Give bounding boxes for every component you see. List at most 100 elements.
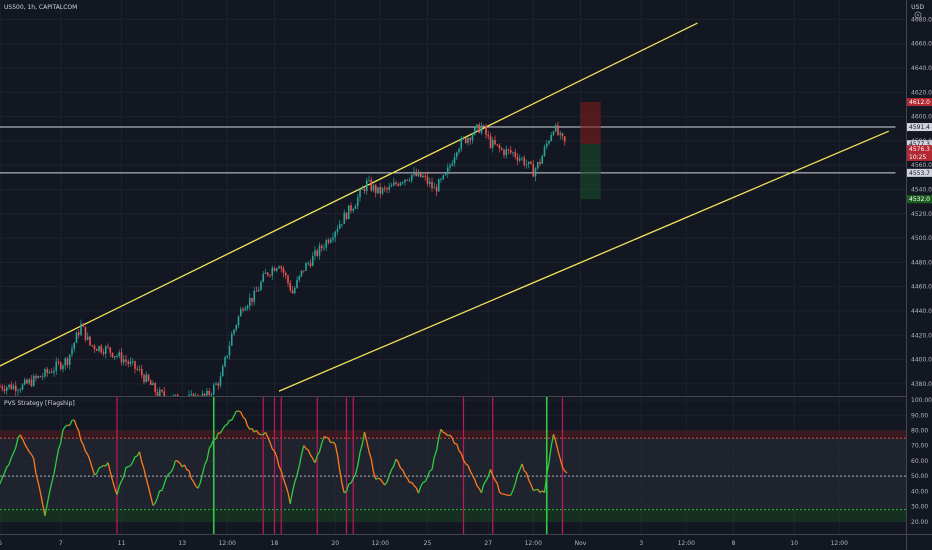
price-label-box	[907, 123, 932, 132]
oscillator-axis[interactable]: 100.00 90.00 80.00 70.00 60.00 50.00 40.00 30.0…	[911, 397, 932, 526]
candle-body	[260, 281, 262, 290]
candle-body	[217, 383, 220, 386]
candle-body	[219, 376, 222, 386]
candle-body	[487, 134, 490, 137]
take-profit-zone[interactable]	[580, 144, 601, 200]
short-position-tool[interactable]	[580, 102, 601, 200]
oscillator-segment	[533, 489, 536, 492]
candle-body	[514, 152, 517, 157]
candle-body	[334, 231, 337, 238]
candle-body	[433, 187, 436, 189]
trend-line[interactable]	[278, 130, 890, 392]
candle-body	[428, 181, 431, 184]
candle-body	[95, 349, 98, 351]
time-axis[interactable]: 6 7 11 13 12:00 18 20 12:00 25 27 12:00 Nov 3 12:00 8 1…	[0, 540, 848, 547]
candle-body	[401, 182, 404, 184]
candle-body	[152, 383, 154, 386]
trend-line[interactable]	[0, 22, 698, 368]
candle-body	[64, 358, 67, 366]
oscillator-segment	[386, 475, 390, 483]
indicator-title[interactable]: PVS Strategy [Flagship]	[4, 400, 75, 407]
candle-body	[507, 149, 510, 151]
candle-body	[440, 179, 442, 180]
oscillator-segment	[456, 443, 460, 451]
candle-body	[5, 387, 8, 391]
price-label-box	[907, 98, 932, 107]
price-label: 4532.0	[909, 196, 930, 203]
candle-body	[361, 188, 364, 190]
candle-body	[462, 138, 465, 139]
candle-body	[98, 346, 100, 351]
oscillator-segment	[271, 448, 275, 452]
candle-body	[521, 157, 523, 159]
candle-body	[431, 181, 433, 189]
candle-body	[28, 379, 31, 384]
candle-body	[518, 158, 521, 161]
candle-body	[86, 336, 89, 340]
time-tick-label: Nov	[575, 540, 587, 547]
candle-body	[3, 389, 6, 391]
oscillator-segment	[170, 467, 174, 473]
oscillator-segment	[379, 478, 384, 483]
candle-body	[228, 345, 231, 356]
oscillator-segment	[62, 426, 66, 431]
oscillator-segment	[84, 450, 89, 455]
oscillator-background	[0, 430, 906, 522]
candle-body	[552, 131, 555, 135]
candle-body	[327, 240, 330, 243]
oscillator-segment	[537, 488, 541, 493]
oscillator-segment	[426, 470, 431, 477]
oscillator-segment	[296, 465, 300, 476]
candle-body	[0, 386, 1, 388]
currency-label[interactable]: USD	[911, 4, 924, 11]
candle-body	[548, 140, 550, 144]
oscillator-segment	[125, 466, 129, 469]
candle-body	[422, 175, 424, 178]
oscillator-segment	[309, 454, 314, 459]
oscillator-band	[0, 438, 906, 510]
candle-body	[282, 268, 285, 273]
oscillator-segment	[321, 436, 325, 444]
trendlines[interactable]	[0, 22, 896, 392]
oscillator-segment	[395, 458, 399, 463]
oscillator-segment	[543, 474, 548, 493]
candle-body	[467, 137, 469, 143]
candle-body	[188, 395, 190, 396]
oscillator-segment	[345, 483, 350, 492]
candle-body	[116, 356, 118, 357]
oscillator-segment	[132, 456, 136, 463]
oscillator-segment	[264, 432, 269, 438]
candle-body	[102, 352, 105, 354]
candle-body	[453, 157, 456, 164]
oscillator-segment	[429, 469, 433, 472]
oscillator-segment	[10, 452, 15, 459]
oscillator-segment	[145, 478, 150, 488]
oscillator-segment	[163, 477, 168, 485]
oscillator-segment	[294, 474, 298, 483]
oscillator-segment	[233, 410, 237, 417]
oscillator-segment	[44, 503, 48, 516]
time-tick-label: 10	[790, 540, 798, 547]
settings-icon[interactable]	[914, 11, 922, 19]
oscillator-segment	[480, 483, 485, 493]
candle-body	[356, 197, 359, 207]
stop-loss-zone[interactable]	[580, 102, 601, 145]
signal-lines	[116, 397, 564, 534]
oscillator-segment	[55, 449, 60, 462]
price-tick-label: 4520.0	[911, 211, 932, 218]
oscillator-segment	[154, 497, 159, 504]
candle-body	[134, 361, 136, 369]
price-axis[interactable]: 4680.04660.04640.04620.04600.04580.04560…	[907, 16, 932, 388]
candle-body	[539, 161, 541, 164]
oscillator-segment	[285, 485, 289, 493]
candle-body	[46, 369, 49, 373]
candle-body	[53, 370, 55, 373]
oscillator-segment	[467, 465, 471, 472]
candle-body	[50, 371, 53, 373]
candle-body	[370, 180, 373, 191]
oscillator-segment	[375, 477, 379, 480]
oscillator-segment	[15, 437, 19, 448]
candle-body	[318, 245, 321, 256]
candle-body	[262, 273, 265, 282]
